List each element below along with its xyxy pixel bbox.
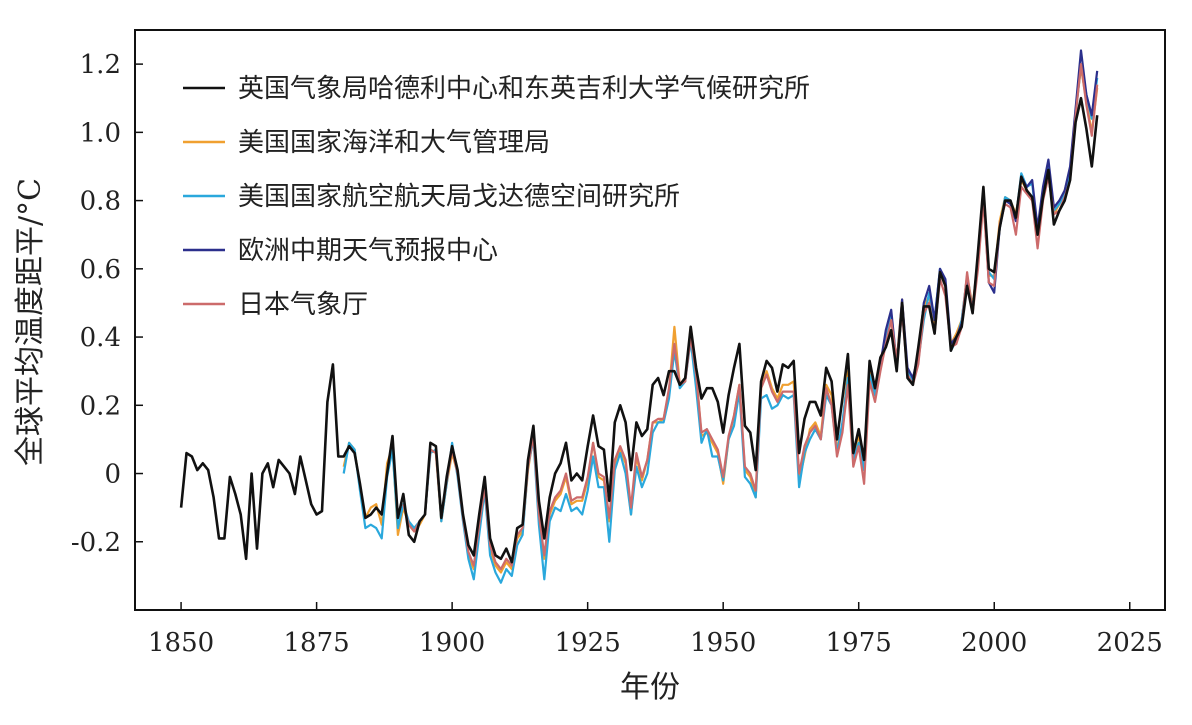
x-tick-label: 1900 [419,628,485,658]
x-tick-label: 2000 [961,628,1027,658]
y-tick-label: 0 [104,460,121,490]
y-tick-label: 0.8 [80,187,121,217]
x-tick-label: 1875 [284,628,350,658]
plot-frame [134,29,1166,611]
series-lines [179,49,1099,584]
y-tick-label: -0.2 [71,528,121,558]
x-tick-label: 1925 [555,628,621,658]
axis-ticks: 1850 1875 1900 1925 1950 1975 2000 2025 -0.2 0 0.2… [71,50,1163,658]
series-line-0 [179,96,1099,564]
legend-label: 欧洲中期天气预报中心 [238,236,498,266]
legend-label: 日本气象厅 [238,290,368,320]
x-tick-label: 1950 [690,628,756,658]
legend-label: 美国国家海洋和大气管理局 [238,128,550,158]
x-tick-label: 2025 [1097,628,1163,658]
x-tick-label: 1850 [148,628,214,658]
series-line-3 [879,49,1099,380]
legend-label: 美国国家航空航天局戈达德空间研究所 [238,182,680,212]
y-tick-label: 0.2 [80,391,121,421]
y-tick-label: 0.4 [80,323,121,353]
y-tick-label: 1.2 [80,50,121,80]
y-tick-label: 1.0 [80,118,121,148]
legend-label: 英国气象局哈德利中心和东英吉利大学气候研究所 [238,74,810,104]
x-tick-label: 1975 [826,628,892,658]
legend: 英国气象局哈德利中心和东英吉利大学气候研究所美国国家海洋和大气管理局美国国家航空… [183,74,810,320]
x-axis-label: 年份 [620,670,680,705]
y-axis-label: 全球平均温度距平/°C [13,178,48,466]
y-tick-label: 0.6 [80,255,121,285]
